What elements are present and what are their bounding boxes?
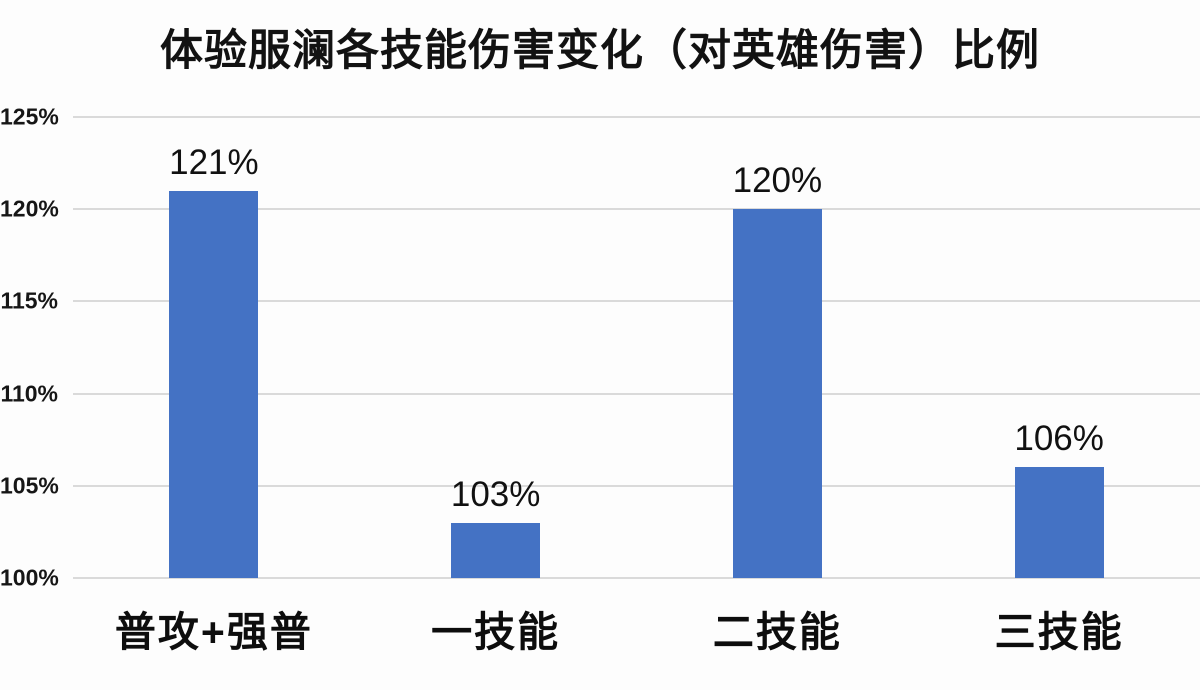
bar-value-label: 103% xyxy=(450,474,541,514)
chart-title: 体验服澜各技能伤害变化（对英雄伤害）比例 xyxy=(160,27,1040,75)
x-axis-category-label: 一技能 xyxy=(431,609,561,655)
gridline xyxy=(73,577,1200,579)
y-axis-tick-label: 115% xyxy=(0,287,58,314)
x-axis-category-label: 普攻+强普 xyxy=(114,609,313,655)
y-axis-tick-label: 100% xyxy=(0,564,59,591)
y-axis-tick-label: 125% xyxy=(0,103,59,130)
bar-3 xyxy=(732,209,822,578)
y-axis-tick-label: 120% xyxy=(0,195,59,222)
bar-value-label: 121% xyxy=(169,142,259,182)
x-axis-category-label: 三技能 xyxy=(994,609,1124,655)
bar-2 xyxy=(451,522,541,578)
x-axis-category-label: 二技能 xyxy=(712,609,842,655)
bar-value-label: 106% xyxy=(1014,419,1104,459)
gridline xyxy=(73,484,1200,487)
bar-value-label: 120% xyxy=(732,161,823,201)
bar-1 xyxy=(169,190,259,578)
gridline xyxy=(73,300,1200,303)
gridline xyxy=(73,392,1200,395)
y-axis-tick-label: 110% xyxy=(0,380,58,407)
gridline xyxy=(73,208,1200,211)
y-axis-tick-label: 105% xyxy=(0,472,59,499)
gridline xyxy=(73,116,1200,118)
bar-4 xyxy=(1014,467,1104,578)
